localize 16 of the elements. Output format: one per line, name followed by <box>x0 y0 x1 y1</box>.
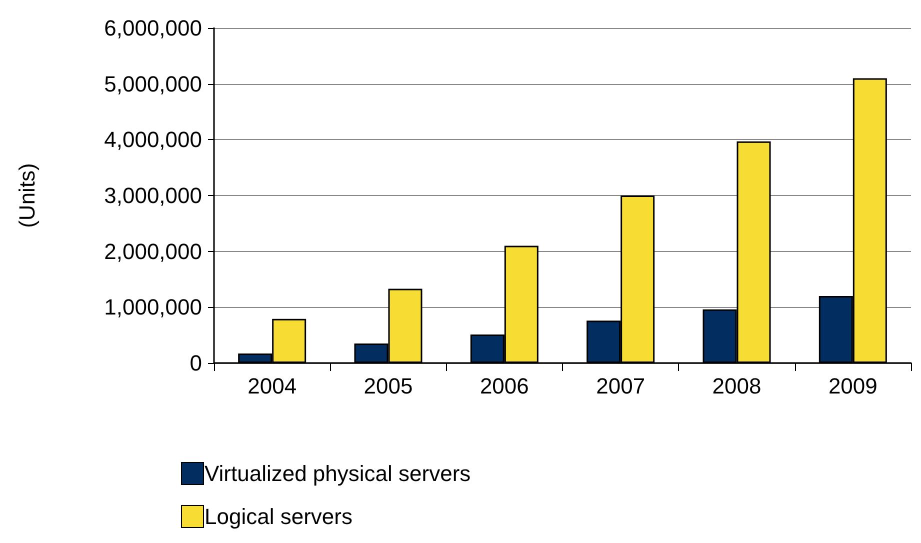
x-tick-label: 2008 <box>712 374 762 398</box>
x-tick-label: 2004 <box>248 374 297 398</box>
legend-label: Virtualized physical servers <box>204 461 471 486</box>
y-tick-label: 5,000,000 <box>104 71 202 96</box>
y-tick-label: 6,000,000 <box>104 16 202 40</box>
x-tick-label: 2005 <box>364 374 413 398</box>
y-tick-label: 1,000,000 <box>104 294 202 320</box>
x-tick-label: 2009 <box>828 374 878 398</box>
y-axis-title: (Units) <box>14 163 40 228</box>
legend-label: Logical servers <box>204 504 352 529</box>
x-tick-label: 2007 <box>596 374 646 398</box>
y-tick-label: 4,000,000 <box>104 127 202 152</box>
y-tick-label: 2,000,000 <box>104 238 202 264</box>
y-tick-label: 3,000,000 <box>104 183 202 208</box>
x-tick-label: 2006 <box>480 374 529 398</box>
y-tick-label: 0 <box>190 350 202 376</box>
